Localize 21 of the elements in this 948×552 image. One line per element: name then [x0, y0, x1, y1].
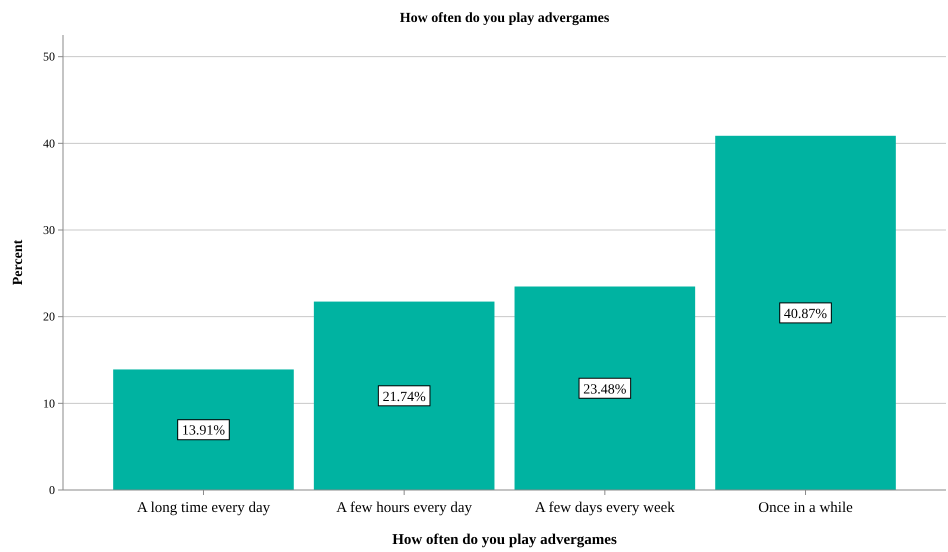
y-tick-label: 20: [43, 310, 55, 324]
x-tick-label: A few days every week: [534, 500, 676, 516]
x-axis-title: How often do you play advergames: [392, 532, 617, 548]
x-tick-label: A long time every day: [136, 500, 271, 516]
data-label: 21.74%: [382, 390, 426, 405]
y-tick-label: 30: [43, 223, 55, 237]
data-label: 23.48%: [583, 382, 627, 398]
chart-title: How often do you play advergames: [400, 11, 610, 26]
x-tick-label: A few hours every day: [336, 500, 473, 516]
y-axis-title: Percent: [11, 239, 26, 286]
bar: [113, 369, 294, 490]
y-tick-label: 40: [43, 136, 55, 150]
bar: [514, 286, 696, 490]
x-tick-label: Once in a while: [758, 500, 854, 516]
data-label: 40.87%: [784, 306, 828, 322]
data-label: 13.91%: [182, 424, 226, 439]
y-tick-label: 0: [49, 483, 55, 497]
y-tick-label: 50: [43, 50, 55, 64]
bar: [314, 302, 494, 490]
bar: [715, 136, 896, 490]
y-tick-label: 10: [43, 396, 55, 410]
